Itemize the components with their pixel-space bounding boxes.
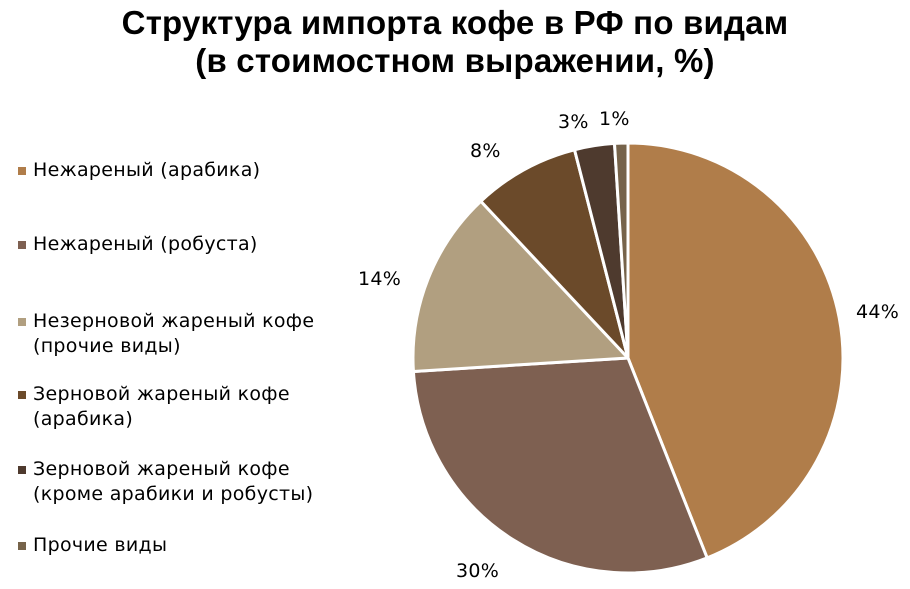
chart-title-line-1: Структура импорта кофе в РФ по видам bbox=[121, 4, 789, 41]
legend-label: Зерновой жареный кофе (кроме арабики и р… bbox=[33, 458, 314, 505]
chart-title: Структура импорта кофе в РФ по видам (в … bbox=[0, 4, 910, 80]
legend-label: Зерновой жареный кофе (арабика) bbox=[33, 383, 290, 430]
legend-label: Прочие виды bbox=[33, 534, 168, 556]
pie-slice-non-bean-roasted-other bbox=[411, 199, 630, 373]
pie-slice-unroasted-robusta bbox=[411, 356, 709, 575]
legend-item-unroasted-robusta: Нежареный (робуста) bbox=[18, 232, 258, 257]
data-label-unroasted-robusta: 30% bbox=[456, 560, 500, 582]
legend-swatch bbox=[18, 318, 26, 326]
data-label-bean-roasted-other: 3% bbox=[558, 111, 589, 133]
data-label-non-bean-roasted-other: 14% bbox=[358, 268, 402, 290]
legend-swatch bbox=[18, 167, 26, 175]
legend-label: Нежареный (арабика) bbox=[33, 159, 261, 181]
legend-swatch bbox=[18, 241, 26, 249]
pie-slice-bean-roasted-arabica bbox=[479, 148, 630, 360]
data-label-bean-roasted-arabica: 8% bbox=[470, 140, 501, 162]
legend-swatch bbox=[18, 466, 26, 474]
legend-item-bean-roasted-other: Зерновой жареный кофе (кроме арабики и р… bbox=[18, 457, 313, 507]
data-label-other-types: 1% bbox=[599, 108, 630, 130]
pie-slice-unroasted-arabica bbox=[626, 141, 845, 560]
pie-slice-other-types bbox=[613, 141, 630, 360]
legend-label: Нежареный (робуста) bbox=[33, 233, 258, 255]
data-label-unroasted-arabica: 44% bbox=[856, 301, 900, 323]
legend-swatch bbox=[18, 391, 26, 399]
legend-item-other-types: Прочие виды bbox=[18, 533, 167, 558]
legend-item-bean-roasted-arabica: Зерновой жареный кофе (арабика) bbox=[18, 382, 290, 432]
legend-swatch bbox=[18, 542, 26, 550]
legend-item-unroasted-arabica: Нежареный (арабика) bbox=[18, 158, 260, 183]
legend-item-non-bean-roasted-other: Незерновой жареный кофе (прочие виды) bbox=[18, 309, 314, 359]
chart-title-line-2: (в стоимостном выражении, %) bbox=[195, 42, 715, 79]
legend-label: Незерновой жареный кофе (прочие виды) bbox=[33, 310, 315, 357]
